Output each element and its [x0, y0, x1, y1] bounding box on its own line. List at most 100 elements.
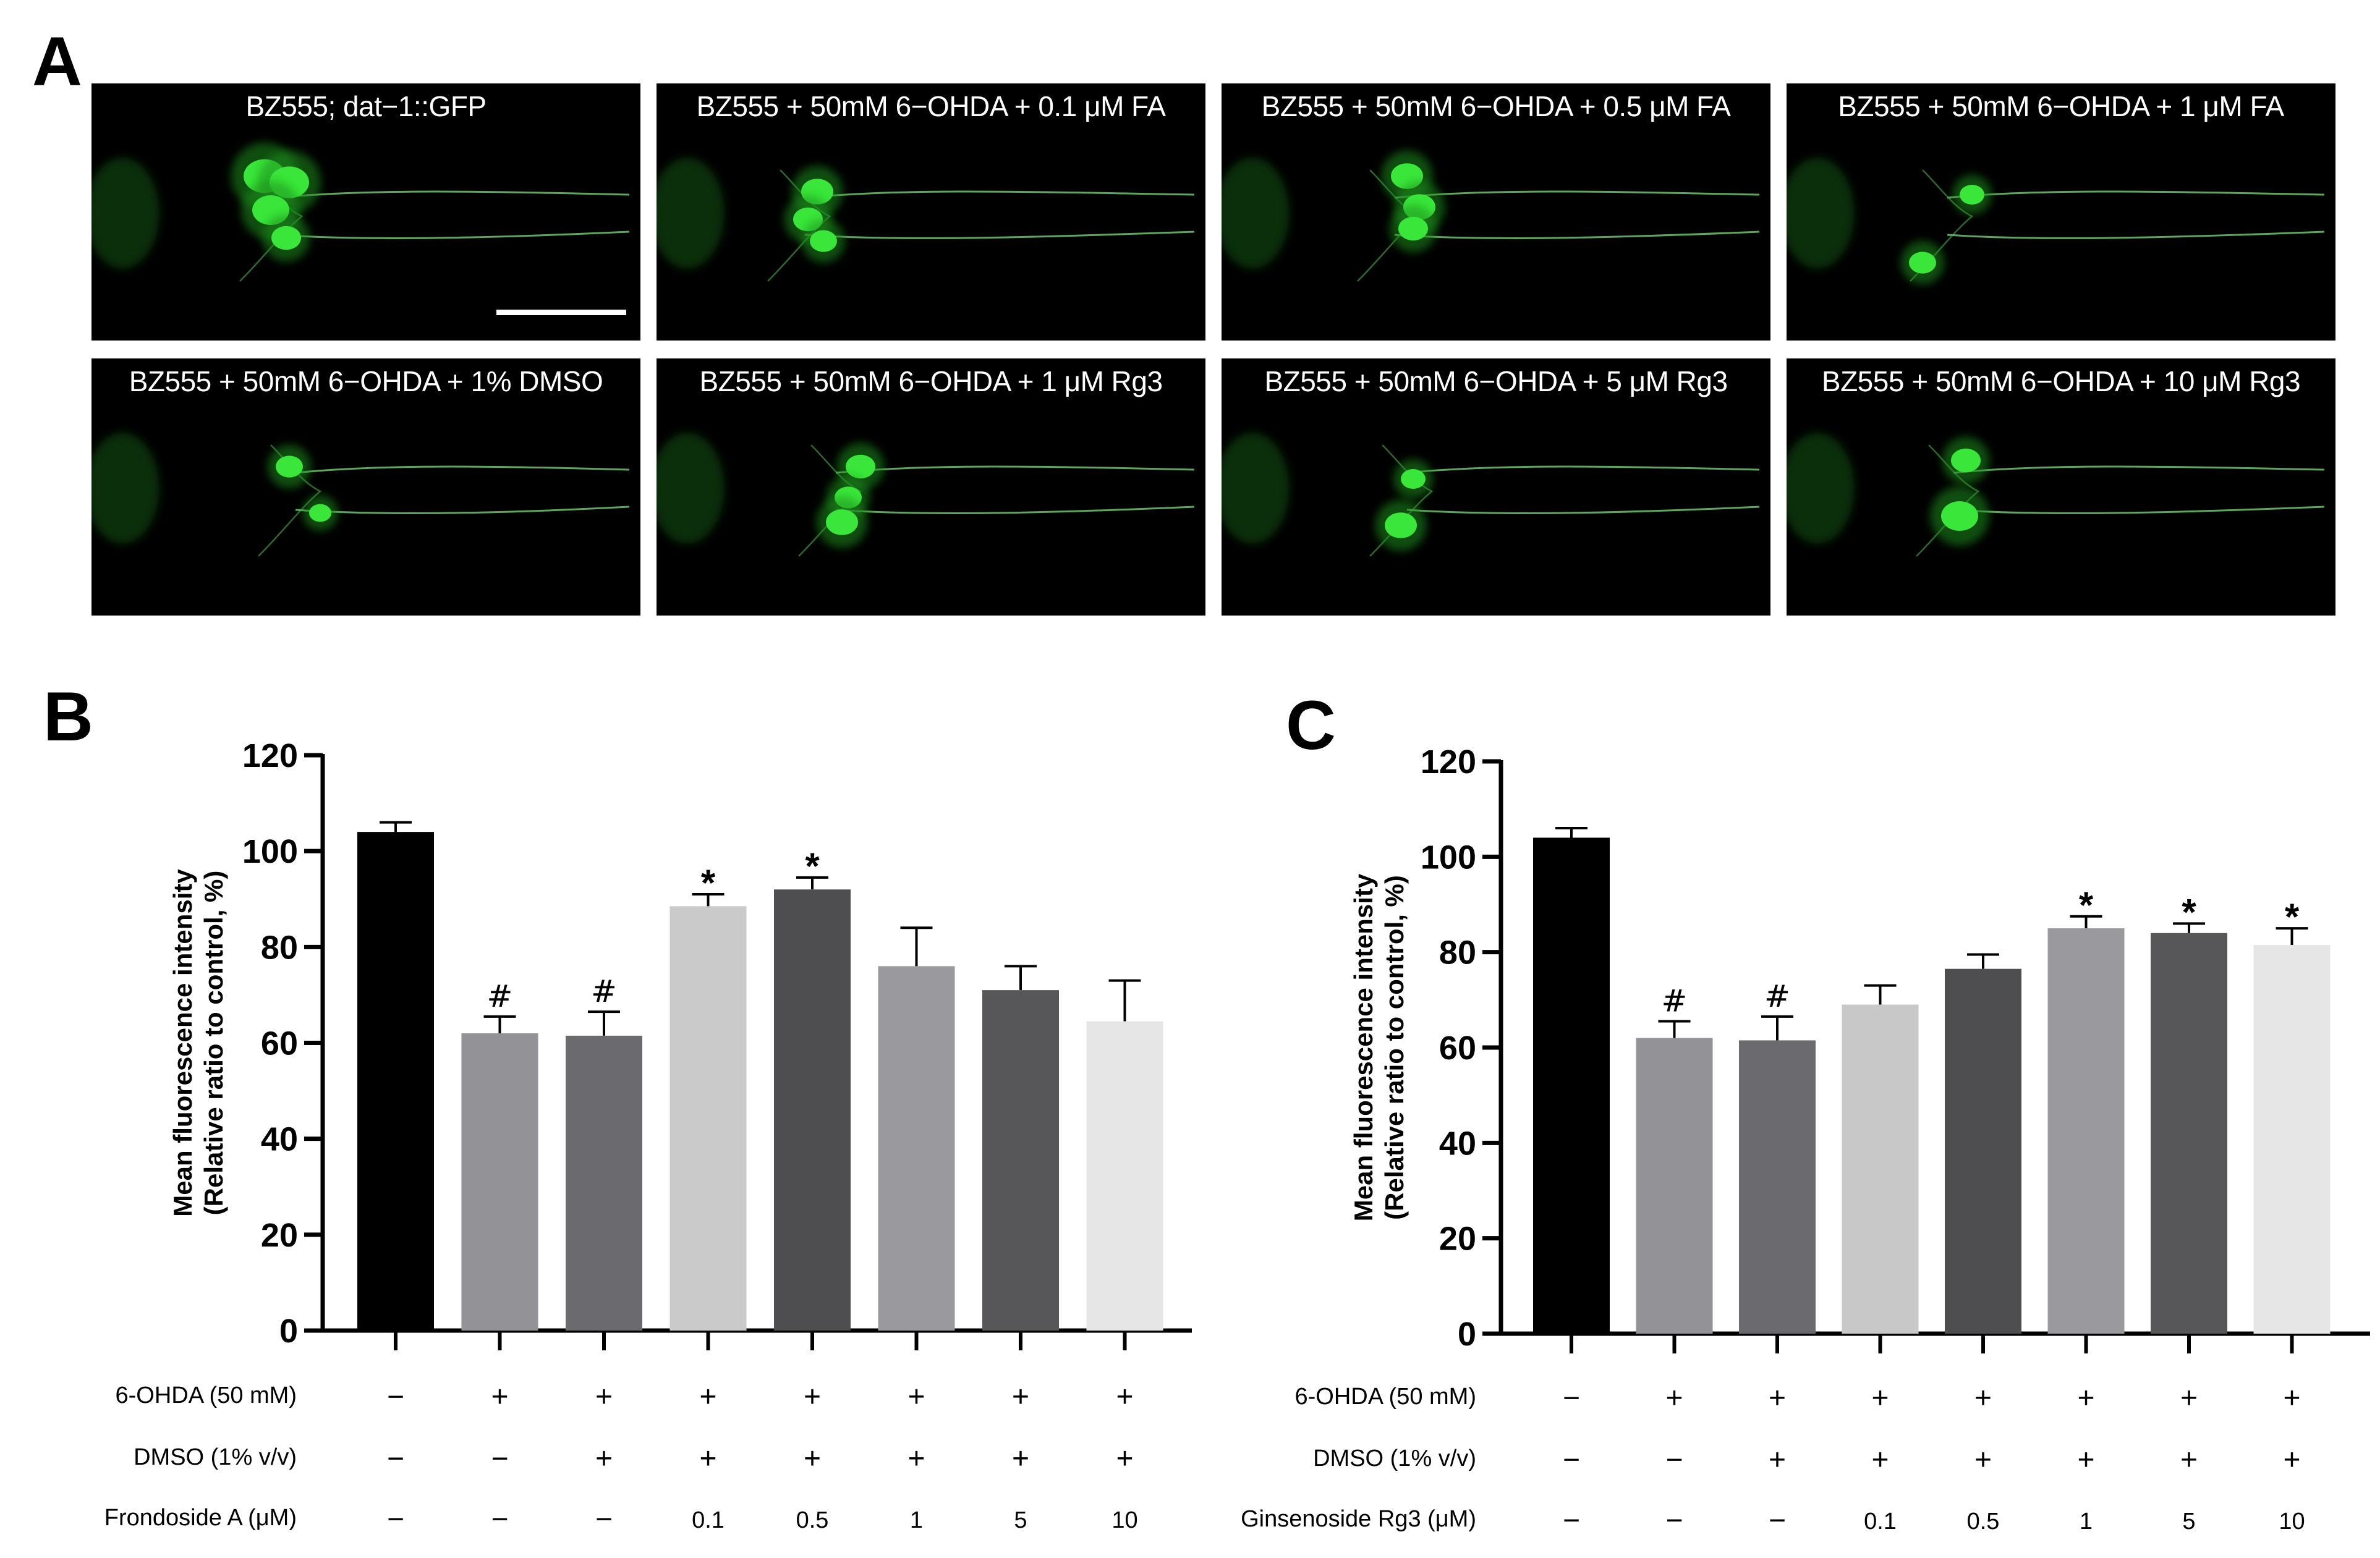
panel-a-micrographs: BZ555; dat−1::GFP BZ555 + 50mM 6−OHDA + …: [0, 0, 2380, 624]
condition-sign: +: [1871, 1382, 1889, 1415]
neuron-fluorescence-1: [91, 142, 630, 282]
condition-value: 1: [2080, 1509, 2093, 1535]
condition-sign: −: [1563, 1504, 1580, 1537]
bar: [461, 1033, 538, 1331]
condition-sign: +: [2077, 1382, 2094, 1415]
neuron-soma: [1385, 512, 1417, 538]
condition-sign: −: [387, 1381, 404, 1413]
bar: [982, 990, 1059, 1331]
background-autofluorescence: [91, 158, 159, 269]
background-autofluorescence: [1787, 158, 1855, 269]
bar: [357, 832, 434, 1331]
condition-sign: +: [2283, 1444, 2300, 1476]
significance-hash: #: [591, 973, 617, 1009]
micrograph-7: BZ555 + 50mM 6−OHDA + 5 μM Rg3: [1222, 358, 1770, 616]
background-autofluorescence: [1222, 158, 1290, 269]
neuron-soma: [1960, 185, 1984, 205]
condition-sign: +: [804, 1381, 821, 1413]
condition-value: 10: [1111, 1507, 1137, 1533]
condition-sign: −: [1563, 1444, 1580, 1476]
neuron-soma: [271, 226, 301, 250]
dendrite-lower: [835, 506, 1195, 514]
dendrite-upper: [804, 190, 1195, 199]
neuron-soma: [1909, 252, 1936, 274]
neuron-fluorescence-7: [1222, 433, 1760, 557]
condition-label: Frondoside A (μM): [104, 1505, 297, 1531]
bar: [878, 966, 955, 1331]
neuron-soma: [810, 230, 837, 252]
neuron-processes: [657, 433, 1195, 557]
micrograph-2: BZ555 + 50mM 6−OHDA + 0.1 μM FA: [657, 83, 1205, 341]
background-autofluorescence: [1222, 433, 1290, 544]
condition-value: 5: [2182, 1509, 2195, 1535]
chart-c: 0 20 40 60 80 100 120 Mean fluorescence intensi…: [1241, 743, 2370, 1537]
y-tick-label: 60: [1439, 1030, 1476, 1067]
micrograph-label: BZ555 + 50mM 6−OHDA + 10 μM Rg3: [1821, 365, 2301, 397]
dendrite-upper: [1406, 465, 1760, 474]
y-tick-label: 80: [261, 929, 298, 966]
y-tick-label: 0: [1458, 1316, 1476, 1353]
dendrite-lower: [276, 231, 630, 239]
significance-hash: #: [1764, 978, 1790, 1014]
condition-sign: −: [387, 1442, 404, 1475]
micrograph-3: BZ555 + 50mM 6−OHDA + 0.5 μM FA: [1222, 83, 1770, 341]
condition-sign: +: [595, 1442, 613, 1475]
condition-sign: −: [1769, 1504, 1786, 1537]
condition-label: Ginsenoside Rg3 (μM): [1241, 1506, 1476, 1532]
condition-sign: −: [491, 1442, 508, 1475]
condition-sign: +: [1116, 1381, 1133, 1413]
dendrite-lower: [1947, 231, 2325, 239]
background-autofluorescence: [1787, 433, 1855, 544]
micrograph-1: BZ555; dat−1::GFP: [91, 83, 640, 341]
neuron-soma: [1398, 216, 1428, 241]
condition-sign: +: [1974, 1382, 1992, 1415]
micrograph-label: BZ555; dat−1::GFP: [245, 90, 487, 122]
condition-value: 5: [1014, 1507, 1027, 1533]
neuron-soma: [276, 455, 303, 478]
bar: [774, 889, 851, 1331]
dendrite-upper: [1953, 465, 2325, 474]
background-autofluorescence: [657, 433, 725, 544]
condition-value: 1: [910, 1507, 923, 1533]
y-tick-label: 40: [261, 1121, 298, 1158]
bar: [1842, 1004, 1919, 1334]
background-autofluorescence: [91, 433, 159, 544]
condition-sign: +: [1769, 1382, 1786, 1415]
condition-sign: +: [1871, 1444, 1889, 1476]
condition-value: 0.5: [796, 1507, 829, 1533]
y-axis-label: Mean fluorescence intensity(Relative rat…: [168, 869, 228, 1217]
scale-bar: [496, 310, 626, 315]
condition-sign: +: [2077, 1444, 2094, 1476]
background-autofluorescence: [657, 158, 725, 269]
bar: [1086, 1021, 1163, 1331]
bar: [2047, 928, 2125, 1334]
condition-sign: +: [1012, 1381, 1029, 1413]
micrograph-label: BZ555 + 50mM 6−OHDA + 5 μM Rg3: [1264, 365, 1728, 397]
y-tick-label: 20: [261, 1217, 298, 1254]
bar: [566, 1035, 642, 1331]
neuron-soma: [1941, 501, 1978, 531]
condition-sign: +: [1012, 1442, 1029, 1475]
neuron-fluorescence-8: [1787, 433, 2325, 557]
condition-sign: +: [2180, 1382, 2198, 1415]
condition-sign: +: [2283, 1382, 2300, 1415]
y-tick-label: 0: [279, 1313, 298, 1350]
panel-b-letter: B: [43, 678, 93, 755]
condition-label: 6-OHDA (50 mM): [1295, 1384, 1476, 1410]
condition-sign: +: [595, 1381, 613, 1413]
neuron-fluorescence-6: [657, 433, 1195, 557]
y-tick-label: 100: [1421, 839, 1476, 876]
y-tick-label: 60: [261, 1025, 298, 1062]
micrograph-label: BZ555 + 50mM 6−OHDA + 1 μM Rg3: [699, 365, 1163, 397]
neuron-fluorescence-4: [1787, 158, 2325, 285]
bar: [2151, 933, 2227, 1334]
neuron-soma: [1951, 448, 1981, 473]
neuron-processes: [91, 142, 630, 282]
significance-star: *: [805, 845, 820, 887]
micrograph-label: BZ555 + 50mM 6−OHDA + 0.1 μM FA: [696, 90, 1166, 122]
significance-star: *: [2285, 896, 2300, 938]
panel-a-letter: A: [32, 23, 82, 100]
bar: [1533, 837, 1610, 1334]
neuron-soma: [846, 454, 875, 479]
neuron-soma: [309, 504, 331, 522]
